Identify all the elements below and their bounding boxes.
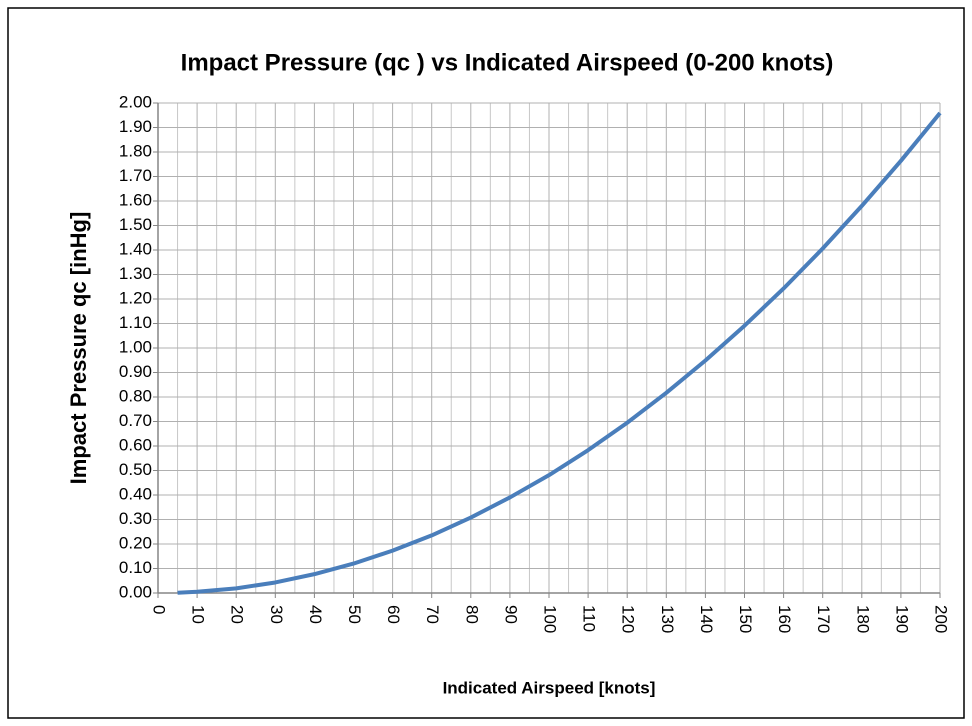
y-tick-label: 0.80 <box>119 386 152 405</box>
x-tick-label: 40 <box>306 605 325 624</box>
x-tick-label: 160 <box>775 605 794 633</box>
y-tick-label: 0.90 <box>119 362 152 381</box>
x-axis-label: Indicated Airspeed [knots] <box>443 678 656 697</box>
chart-border <box>7 7 965 719</box>
x-tick-label: 30 <box>267 605 286 624</box>
y-tick-label: 1.70 <box>119 166 152 185</box>
x-tick-label: 190 <box>892 605 911 633</box>
y-tick-label: 0.60 <box>119 435 152 454</box>
x-tick-label: 170 <box>814 605 833 633</box>
y-tick-label: 2.00 <box>119 92 152 111</box>
x-tick-label: 80 <box>462 605 481 624</box>
y-tick-label: 0.10 <box>119 558 152 577</box>
x-tick-label: 90 <box>501 605 520 624</box>
y-tick-label: 0.70 <box>119 411 152 430</box>
data-line <box>177 111 942 595</box>
x-tick-label: 20 <box>228 605 247 624</box>
x-tick-label: 140 <box>697 605 716 633</box>
x-tick-label: 120 <box>619 605 638 633</box>
y-tick-label: 1.30 <box>119 264 152 283</box>
x-tick-label: 50 <box>345 605 364 624</box>
x-tick-label: 10 <box>189 605 208 624</box>
y-tick-label: 0.40 <box>119 484 152 503</box>
y-tick-label: 1.50 <box>119 215 152 234</box>
x-tick-label: 130 <box>658 605 677 633</box>
chart-title: Impact Pressure (qc ) vs Indicated Airsp… <box>181 49 834 76</box>
y-axis-label: Impact Pressure qc [inHg] <box>66 212 91 485</box>
x-tick-label: 0 <box>150 605 169 614</box>
y-tick-label: 0.00 <box>119 582 152 601</box>
y-tick-label: 1.00 <box>119 337 152 356</box>
y-tick-label: 1.10 <box>119 313 152 332</box>
y-tick-label: 1.20 <box>119 288 152 307</box>
x-tick-label: 100 <box>541 605 560 633</box>
x-tick-label: 70 <box>423 605 442 624</box>
x-tick-label: 180 <box>853 605 872 633</box>
y-tick-label: 0.30 <box>119 509 152 528</box>
x-tick-label: 110 <box>580 605 599 632</box>
x-tick-label: 200 <box>932 605 951 633</box>
y-tick-label: 1.80 <box>119 141 152 160</box>
x-tick-label: 150 <box>736 605 755 633</box>
y-tick-label: 0.20 <box>119 533 152 552</box>
x-tick-label: 60 <box>384 605 403 624</box>
y-tick-label: 0.50 <box>119 460 152 479</box>
y-tick-label: 1.90 <box>119 117 152 136</box>
y-tick-label: 1.60 <box>119 190 152 209</box>
y-tick-label: 1.40 <box>119 239 152 258</box>
